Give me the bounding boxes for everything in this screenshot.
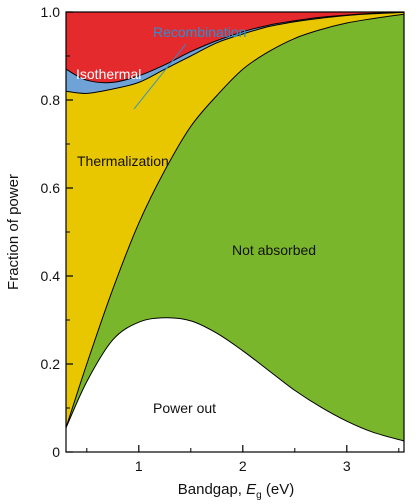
x-axis-label-unit: (eV) bbox=[262, 481, 295, 498]
area-thermalization bbox=[66, 12, 404, 428]
y-tick-label: 1.0 bbox=[41, 4, 61, 20]
area-recombination bbox=[66, 12, 404, 94]
x-tick-label: 3 bbox=[343, 458, 351, 474]
boundary-lines bbox=[66, 12, 404, 442]
axes: 0 0.2 0.4 0.6 0.8 1.0 1 2 3 bbox=[41, 4, 400, 474]
x-axis-label-prefix: Bandgap, bbox=[178, 481, 246, 498]
recombination-leader-line bbox=[133, 43, 187, 110]
annotation-recombination: Recombination bbox=[153, 24, 246, 40]
y-tick-label: 0.2 bbox=[41, 356, 61, 372]
y-tick-label: 0.4 bbox=[41, 268, 61, 284]
line-recombination-top bbox=[66, 12, 404, 84]
x-axis-label-variable: E bbox=[246, 481, 257, 498]
y-tick-label: 0.6 bbox=[41, 180, 61, 196]
line-not-absorbed-top bbox=[66, 13, 404, 428]
area-not-absorbed bbox=[66, 14, 404, 441]
x-tick-label: 2 bbox=[239, 458, 247, 474]
x-axis-label: Bandgap, Eg (eV) bbox=[178, 481, 295, 501]
annotation-isothermal: Isothermal bbox=[76, 66, 141, 82]
stacked-areas bbox=[66, 12, 404, 452]
line-power-out-top bbox=[66, 317, 404, 442]
y-tick-label: 0.8 bbox=[41, 92, 61, 108]
x-axis-label-subscript: g bbox=[256, 490, 262, 501]
x-tick-label: 1 bbox=[135, 458, 143, 474]
area-power-out bbox=[66, 317, 404, 452]
annotation-not-absorbed: Not absorbed bbox=[232, 242, 316, 258]
annotation-power-out: Power out bbox=[153, 400, 216, 416]
y-tick-label: 0 bbox=[52, 444, 60, 460]
annotation-thermalization: Thermalization bbox=[77, 153, 169, 169]
y-axis-label: Fraction of power bbox=[5, 174, 22, 290]
area-isothermal bbox=[66, 12, 404, 83]
